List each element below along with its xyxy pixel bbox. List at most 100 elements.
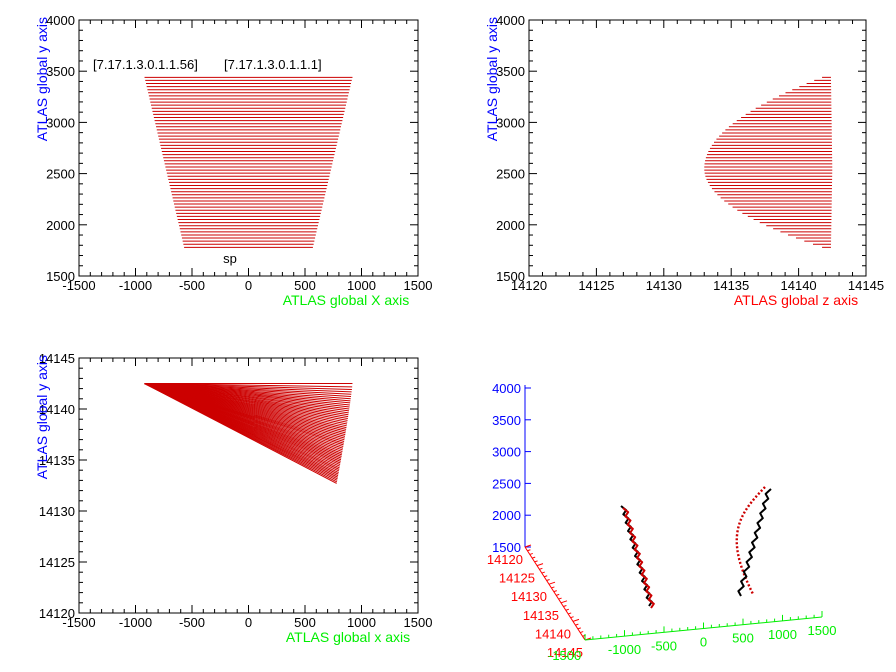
xy-strips xyxy=(144,76,353,248)
xyz-x-tick-label: 0 xyxy=(700,635,707,650)
xyz-z-tick xyxy=(580,631,584,634)
xz-ytick-label: 14145 xyxy=(39,351,75,366)
xyz-z-tick xyxy=(527,549,531,552)
xy-ytick-label: 2500 xyxy=(46,167,75,182)
xz-xtick-label: 0 xyxy=(245,615,252,630)
xyz-z-tick xyxy=(529,552,533,555)
xz-xtick-label: -1000 xyxy=(119,615,152,630)
xyz-x-tick-label: -500 xyxy=(651,638,677,653)
xyz-x-tick-label: -1000 xyxy=(608,642,641,657)
xz-xtick-label: 1000 xyxy=(347,615,376,630)
zy-xtick-label: 14130 xyxy=(646,278,682,293)
zy-xtick-label: 14125 xyxy=(578,278,614,293)
xyz-y-tick-label: 3000 xyxy=(492,445,521,460)
xyz-curve-left-black xyxy=(620,505,653,607)
xyz-y-tick-label: 4000 xyxy=(492,381,521,396)
xz-ytick-label: 14125 xyxy=(39,555,75,570)
xyz-z-tick-label: 14145 xyxy=(547,645,583,660)
xyz-z-tick xyxy=(539,567,543,570)
zy-ytick-label: 4000 xyxy=(496,13,525,28)
xyz-z-tick xyxy=(577,627,581,630)
xyz-x-tick-label: 1000 xyxy=(768,627,797,642)
zy-ytick-label: 3000 xyxy=(496,115,525,130)
xz-ytick-label: 14140 xyxy=(39,402,75,417)
xyz-z-axis xyxy=(524,546,586,641)
zy-plot-frame xyxy=(528,19,867,277)
xz-ylabel: ATLAS global y axis xyxy=(34,355,50,479)
zy-ytick-label: 2000 xyxy=(496,218,525,233)
xyz-3d-view: 1500 2000 2500 3000 3500 4000 14120 14125 14130 1… xyxy=(487,381,837,663)
xyz-z-tick xyxy=(524,544,532,548)
xyz-y-tick-label: 2500 xyxy=(492,476,521,491)
xyz-z-tick xyxy=(546,579,550,581)
xz-fan xyxy=(144,383,353,484)
xyz-y-tick-label: 1500 xyxy=(492,540,521,555)
xyz-z-tick xyxy=(575,623,579,626)
xyz-curve-right-red xyxy=(735,486,766,595)
zy-xlabel: ATLAS global z axis xyxy=(734,292,858,308)
zy-xtick-label: 14120 xyxy=(511,278,547,293)
xy-xlabel: ATLAS global X axis xyxy=(283,292,410,308)
xy-ytick-label: 4000 xyxy=(46,13,75,28)
xyz-z-tick xyxy=(544,575,548,578)
xyz-z-tick xyxy=(572,618,580,622)
xy-annotation-left: [7.17.1.3.0.1.1.56] xyxy=(93,57,198,72)
xyz-z-tick-label: 14120 xyxy=(487,552,523,567)
xyz-z-tick-label: 14130 xyxy=(511,589,547,604)
xz-xtick-label: 1500 xyxy=(404,615,433,630)
xyz-x-tick-label: 1500 xyxy=(808,623,837,638)
zy-xtick-label: 14135 xyxy=(713,278,749,293)
xyz-origin-label: -1500 xyxy=(548,648,581,663)
xyz-z-tick xyxy=(563,605,567,607)
xz-ytick-label: 14135 xyxy=(39,453,75,468)
xy-axes: -1500 -1000 -500 0 500 1000 1500 1500 2000 2500 30… xyxy=(34,13,432,308)
xy-ylabel: ATLAS global y axis xyxy=(34,17,50,141)
xyz-z-tick-label: 14140 xyxy=(535,626,571,641)
xyz-z-tick xyxy=(568,612,572,615)
xy-annotation-sp: sp xyxy=(223,251,237,266)
xy-xtick-label: 1500 xyxy=(404,278,433,293)
xyz-z-tick xyxy=(553,590,557,593)
xy-annotation-right: [7.17.1.3.0.1.1.1] xyxy=(224,57,322,72)
xyz-z-tick xyxy=(541,571,545,574)
xz-ytick-label: 14120 xyxy=(39,606,75,621)
xyz-curve-left-red xyxy=(622,507,655,609)
xyz-z-tick-label: 14125 xyxy=(499,571,535,586)
xy-xtick-label: -500 xyxy=(179,278,205,293)
zy-xtick-label: 14140 xyxy=(781,278,817,293)
xy-xtick-label: -1500 xyxy=(62,278,95,293)
xyz-curve-right-black xyxy=(737,488,772,597)
xz-xlabel: ATLAS global x axis xyxy=(286,629,410,645)
xz-fan-segment xyxy=(144,383,337,484)
xyz-y-tick-label: 3500 xyxy=(492,413,521,428)
xyz-z-tick xyxy=(536,563,544,567)
zy-strips xyxy=(704,76,833,248)
zy-ytick-label: 2500 xyxy=(496,167,525,182)
zy-axes: 14120 14125 14130 14135 14140 14145 1500 2000 25… xyxy=(484,13,884,308)
xz-xtick-label: -1500 xyxy=(62,615,95,630)
xyz-z-tick xyxy=(556,593,560,596)
xyz-z-tick xyxy=(548,581,556,585)
xy-xtick-label: -1000 xyxy=(119,278,152,293)
xyz-x-tick-label: 500 xyxy=(732,631,754,646)
xyz-z-tick-label: 14135 xyxy=(523,608,559,623)
xyz-z-tick xyxy=(570,616,574,619)
xy-xtick-label: 1000 xyxy=(347,278,376,293)
xz-xtick-label: 500 xyxy=(294,615,316,630)
zy-ytick-label: 1500 xyxy=(496,269,525,284)
xyz-z-tick xyxy=(560,600,568,604)
xy-ytick-label: 3500 xyxy=(46,64,75,79)
xy-ytick-label: 2000 xyxy=(46,218,75,233)
xyz-z-tick xyxy=(532,556,536,559)
xy-xtick-label: 500 xyxy=(294,278,316,293)
xz-xtick-label: -500 xyxy=(179,615,205,630)
xyz-z-tick xyxy=(565,608,569,611)
zy-xtick-label: 14145 xyxy=(848,278,884,293)
xy-ytick-label: 3000 xyxy=(46,115,75,130)
xz-ytick-label: 14130 xyxy=(39,504,75,519)
xyz-y-tick-label: 2000 xyxy=(492,508,521,523)
xyz-z-tick xyxy=(551,586,555,589)
zy-ylabel: ATLAS global y axis xyxy=(484,17,500,141)
zy-ytick-label: 3500 xyxy=(496,64,525,79)
